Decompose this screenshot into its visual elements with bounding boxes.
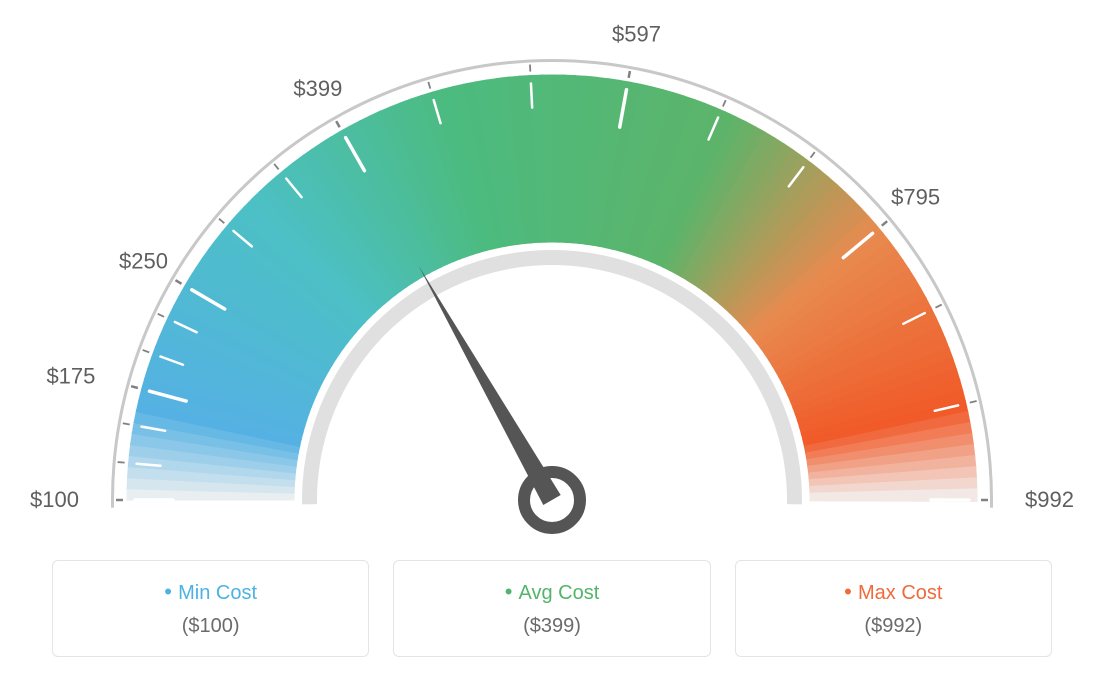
gauge-svg: $100 $175 $250 $399 $597 $795 $992 <box>0 0 1104 560</box>
tick-label: $175 <box>46 364 95 389</box>
legend-min: Min Cost ($100) <box>52 560 369 657</box>
legend-row: Min Cost ($100) Avg Cost ($399) Max Cost… <box>52 560 1052 657</box>
legend-avg-label: Avg Cost <box>406 579 697 605</box>
legend-avg-value: ($399) <box>406 615 697 638</box>
legend-avg: Avg Cost ($399) <box>393 560 710 657</box>
legend-max-label: Max Cost <box>748 579 1039 605</box>
legend-min-value: ($100) <box>65 615 356 638</box>
tick-label: $597 <box>612 22 661 47</box>
tick-label: $992 <box>1025 487 1074 512</box>
tick-label: $250 <box>119 249 168 274</box>
legend-min-label: Min Cost <box>65 579 356 605</box>
legend-max: Max Cost ($992) <box>735 560 1052 657</box>
tick-label: $100 <box>30 487 79 512</box>
legend-max-value: ($992) <box>748 615 1039 638</box>
gauge-arc <box>127 75 977 501</box>
tick-label: $795 <box>891 185 940 210</box>
gauge-chart: $100 $175 $250 $399 $597 $795 $992 <box>0 0 1104 560</box>
tick-label: $399 <box>293 76 342 101</box>
